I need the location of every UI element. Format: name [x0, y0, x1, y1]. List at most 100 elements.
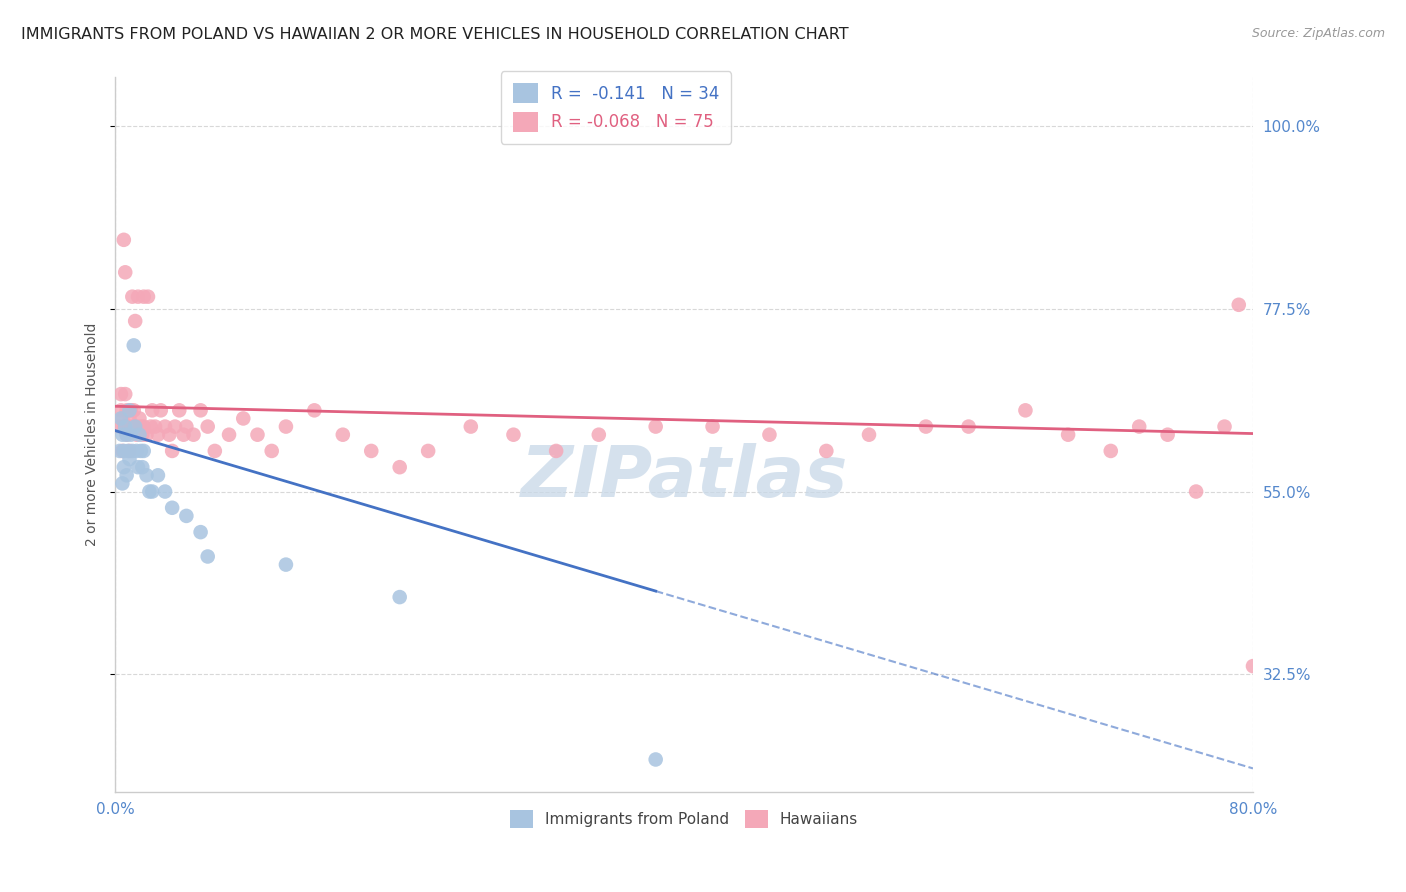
- Point: [141, 484, 163, 499]
- Point: [121, 419, 143, 434]
- Point: [132, 444, 155, 458]
- Point: [388, 590, 411, 604]
- Point: [502, 427, 524, 442]
- Point: [153, 484, 176, 499]
- Point: [117, 419, 139, 434]
- Point: [139, 419, 162, 434]
- Point: [122, 403, 145, 417]
- Point: [388, 460, 411, 475]
- Point: [111, 476, 134, 491]
- Point: [115, 403, 138, 417]
- Point: [1227, 298, 1250, 312]
- Point: [360, 444, 382, 458]
- Point: [121, 444, 143, 458]
- Point: [246, 427, 269, 442]
- Point: [197, 549, 219, 564]
- Point: [131, 460, 153, 475]
- Point: [118, 444, 141, 458]
- Point: [1014, 403, 1036, 417]
- Y-axis label: 2 or more Vehicles in Household: 2 or more Vehicles in Household: [86, 323, 100, 547]
- Point: [332, 427, 354, 442]
- Point: [546, 444, 568, 458]
- Point: [915, 419, 938, 434]
- Point: [120, 403, 142, 417]
- Point: [183, 427, 205, 442]
- Point: [122, 338, 145, 352]
- Text: Source: ZipAtlas.com: Source: ZipAtlas.com: [1251, 27, 1385, 40]
- Point: [127, 290, 149, 304]
- Point: [157, 427, 180, 442]
- Point: [112, 419, 135, 434]
- Point: [125, 419, 148, 434]
- Point: [138, 484, 160, 499]
- Point: [1156, 427, 1178, 442]
- Point: [114, 387, 136, 401]
- Point: [1185, 484, 1208, 499]
- Point: [136, 290, 159, 304]
- Point: [588, 427, 610, 442]
- Point: [815, 444, 838, 458]
- Point: [169, 403, 191, 417]
- Point: [274, 558, 297, 572]
- Point: [131, 427, 153, 442]
- Point: [176, 508, 198, 523]
- Point: [118, 403, 141, 417]
- Point: [110, 403, 132, 417]
- Legend: Immigrants from Poland, Hawaiians: Immigrants from Poland, Hawaiians: [503, 804, 865, 834]
- Point: [274, 419, 297, 434]
- Point: [1241, 659, 1264, 673]
- Point: [120, 427, 142, 442]
- Point: [127, 460, 149, 475]
- Point: [135, 427, 157, 442]
- Point: [112, 460, 135, 475]
- Point: [858, 427, 880, 442]
- Point: [146, 468, 169, 483]
- Point: [190, 525, 212, 540]
- Point: [418, 444, 440, 458]
- Point: [460, 419, 482, 434]
- Point: [111, 444, 134, 458]
- Text: IMMIGRANTS FROM POLAND VS HAWAIIAN 2 OR MORE VEHICLES IN HOUSEHOLD CORRELATION C: IMMIGRANTS FROM POLAND VS HAWAIIAN 2 OR …: [21, 27, 849, 42]
- Point: [118, 452, 141, 467]
- Point: [304, 403, 326, 417]
- Point: [163, 419, 186, 434]
- Point: [160, 500, 183, 515]
- Point: [132, 290, 155, 304]
- Point: [1099, 444, 1122, 458]
- Point: [644, 419, 666, 434]
- Point: [117, 444, 139, 458]
- Point: [128, 411, 150, 425]
- Point: [758, 427, 780, 442]
- Point: [115, 427, 138, 442]
- Point: [260, 444, 283, 458]
- Point: [111, 427, 134, 442]
- Point: [111, 411, 134, 425]
- Point: [232, 411, 254, 425]
- Point: [143, 419, 166, 434]
- Point: [125, 444, 148, 458]
- Point: [112, 444, 135, 458]
- Point: [218, 427, 240, 442]
- Point: [121, 290, 143, 304]
- Point: [173, 427, 195, 442]
- Point: [197, 419, 219, 434]
- Point: [115, 427, 138, 442]
- Point: [110, 387, 132, 401]
- Point: [146, 427, 169, 442]
- Point: [1128, 419, 1150, 434]
- Point: [1213, 419, 1236, 434]
- Point: [129, 419, 152, 434]
- Point: [1057, 427, 1080, 442]
- Point: [141, 403, 163, 417]
- Point: [129, 444, 152, 458]
- Point: [160, 444, 183, 458]
- Point: [135, 468, 157, 483]
- Point: [124, 314, 146, 328]
- Point: [644, 752, 666, 766]
- Point: [125, 427, 148, 442]
- Point: [132, 419, 155, 434]
- Point: [176, 419, 198, 434]
- Point: [114, 419, 136, 434]
- Point: [149, 403, 172, 417]
- Point: [114, 265, 136, 279]
